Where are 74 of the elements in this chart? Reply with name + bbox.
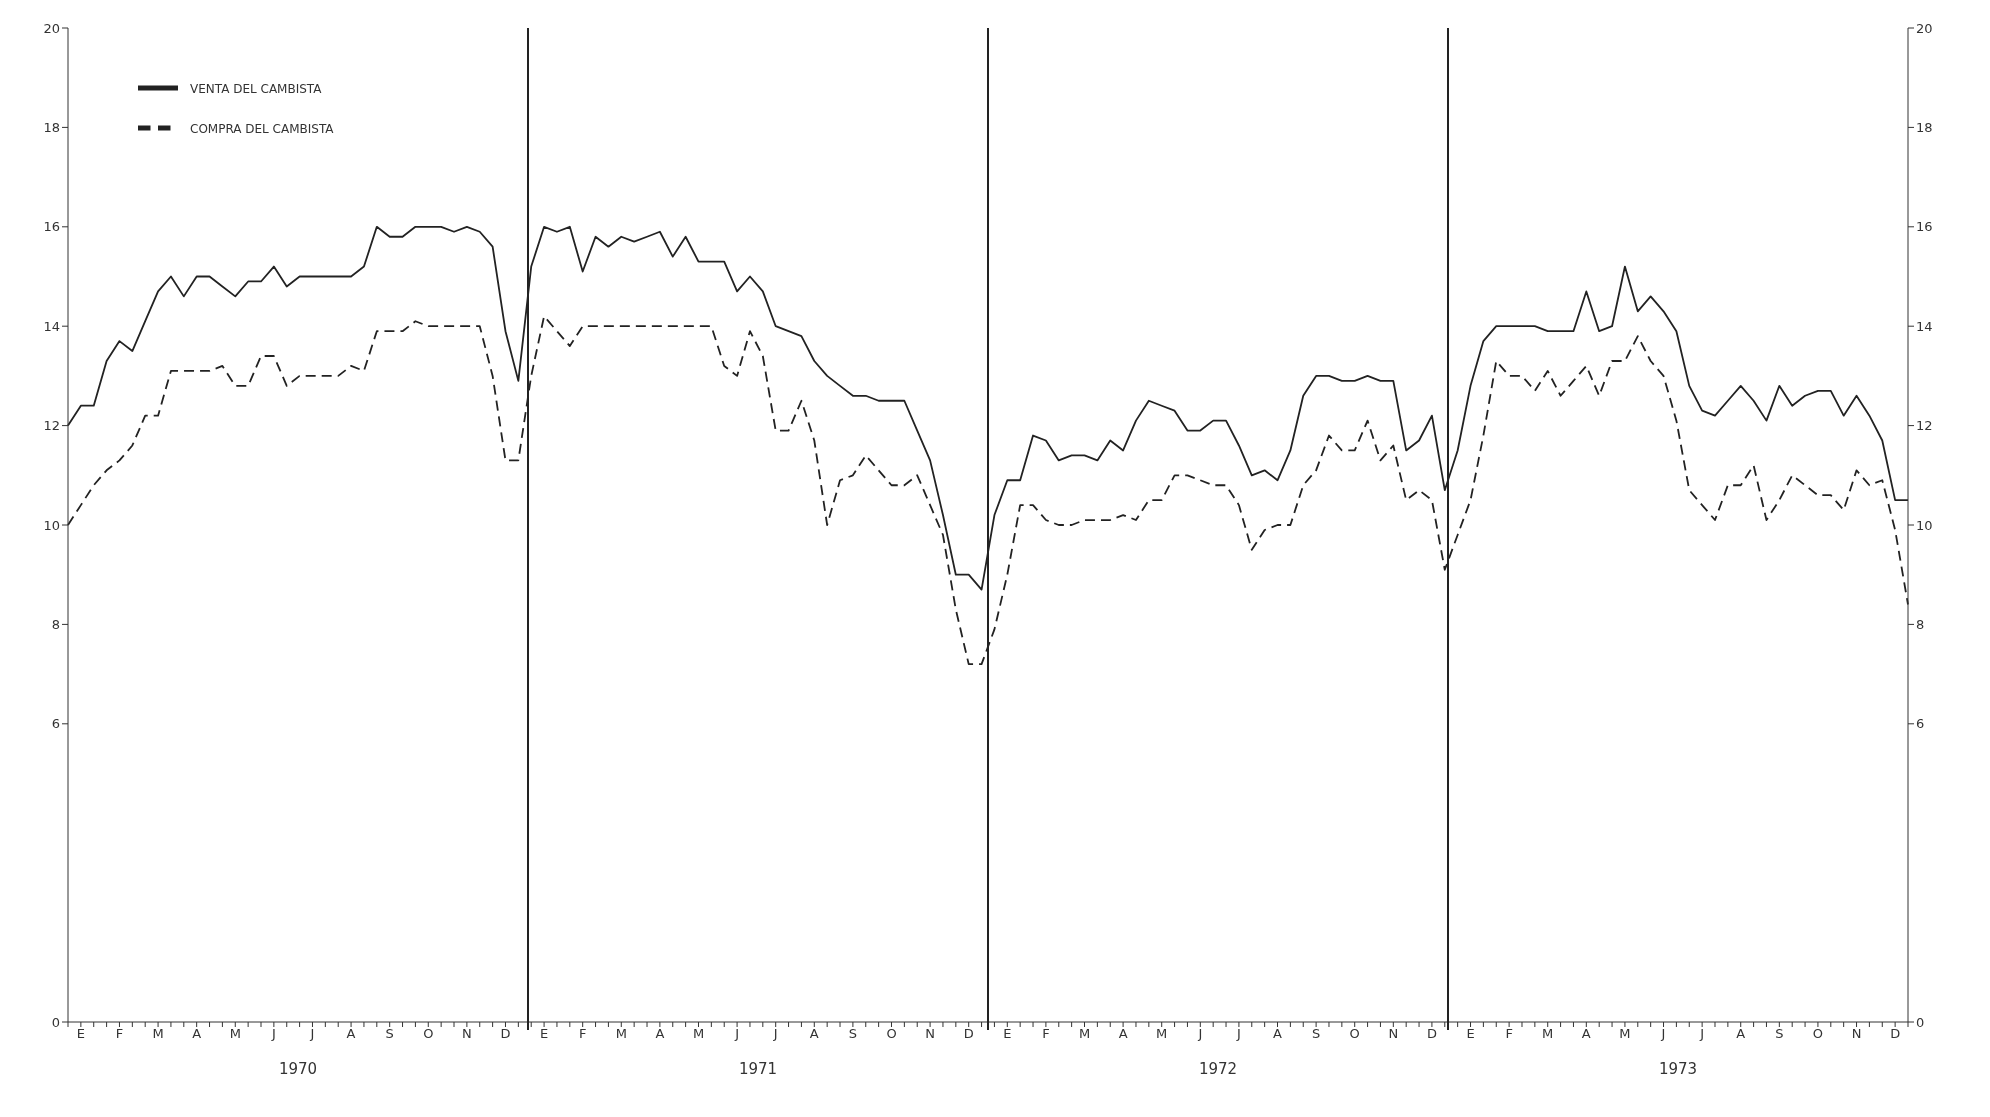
x-tick-label: D (963, 1026, 974, 1042)
text: 1973 (1657, 1060, 1699, 1078)
x-tick-label: O (1812, 1026, 1824, 1042)
x-tick-label: M (229, 1026, 241, 1042)
x-tick-label: F (578, 1026, 587, 1042)
y-tick-label: 12 (43, 418, 60, 434)
x-tick-label: A (809, 1026, 819, 1042)
y2-tick-label: 16 (1916, 219, 1933, 235)
y-tick-label: 0 (51, 1014, 60, 1030)
x-tick-label: S (385, 1026, 394, 1042)
x-tick-label: J (772, 1026, 778, 1042)
x-tick-label: E (76, 1026, 85, 1042)
y2-tick-label: 18 (1916, 120, 1933, 136)
x-tick-label: A (1581, 1026, 1591, 1042)
x-tick-label: M (1078, 1026, 1091, 1042)
y2-tick-label: 20 (1916, 20, 1933, 36)
x-tick-label: A (1118, 1026, 1128, 1042)
x-tick-label: N (1388, 1026, 1399, 1042)
x-tick-label: O (886, 1026, 897, 1042)
x-tick-label: F (115, 1026, 124, 1042)
text: 1970 (277, 1060, 319, 1078)
y2-tick-label: 10 (1916, 517, 1933, 533)
x-tick-label: N (1851, 1026, 1862, 1042)
x-tick-label: F (1042, 1026, 1050, 1042)
x-tick-label: S (848, 1026, 858, 1042)
y2-tick-label: 14 (1916, 318, 1933, 334)
y-tick-label: 14 (43, 318, 60, 334)
y2-tick-label: 0 (1916, 1014, 1925, 1030)
x-tick-label: A (192, 1026, 202, 1042)
x-tick-label: N (462, 1026, 472, 1042)
x-tick-label: J (270, 1026, 276, 1042)
x-tick-label: J (1235, 1026, 1241, 1042)
x-tick-label: E (1466, 1026, 1475, 1042)
y-tick-label: 16 (43, 219, 60, 235)
y2-tick-label: 6 (1916, 716, 1925, 732)
x-tick-label: M (1619, 1026, 1631, 1042)
legend-label: VENTA DEL CAMBISTA (190, 81, 322, 96)
x-tick-label: O (1349, 1026, 1360, 1042)
x-tick-label: J (1197, 1026, 1203, 1042)
y2-tick-label: 8 (1916, 617, 1925, 633)
x-tick-label: S (1311, 1026, 1321, 1042)
x-tick-label: M (615, 1026, 627, 1042)
x-tick-label: D (500, 1026, 511, 1042)
text: 1971 (737, 1060, 779, 1078)
x-tick-label: J (309, 1026, 315, 1042)
y-tick-label: 20 (43, 20, 60, 36)
x-tick-label: A (1273, 1026, 1283, 1042)
x-tick-label: D (1890, 1026, 1901, 1042)
x-tick-label: O (423, 1026, 434, 1042)
x-tick-label: J (1660, 1026, 1666, 1042)
x-tick-label: E (539, 1026, 549, 1042)
x-tick-label: D (1426, 1026, 1437, 1042)
x-tick-label: S (1775, 1026, 1784, 1042)
y2-tick-label: 12 (1916, 418, 1933, 434)
x-tick-label: M (692, 1026, 705, 1042)
x-tick-label: J (1699, 1026, 1705, 1042)
x-tick-label: J (734, 1026, 740, 1042)
legend-label: COMPRA DEL CAMBISTA (190, 121, 334, 136)
x-tick-label: N (925, 1026, 935, 1042)
y-tick-label: 10 (43, 517, 60, 533)
x-tick-label: E (1003, 1026, 1012, 1042)
x-tick-label: M (1156, 1026, 1168, 1042)
x-tick-label: F (1505, 1026, 1513, 1042)
y-tick-label: 6 (51, 716, 60, 732)
line-series (67, 225, 1909, 591)
x-tick-label: A (1736, 1026, 1746, 1042)
line-series (67, 315, 1909, 666)
x-tick-label: M (1542, 1026, 1554, 1042)
x-tick-label: M (152, 1026, 164, 1042)
x-tick-label: A (655, 1026, 665, 1042)
y-tick-label: 18 (43, 120, 60, 136)
y-tick-label: 8 (51, 617, 60, 633)
text: 1972 (1197, 1060, 1239, 1078)
x-tick-label: A (346, 1026, 356, 1042)
